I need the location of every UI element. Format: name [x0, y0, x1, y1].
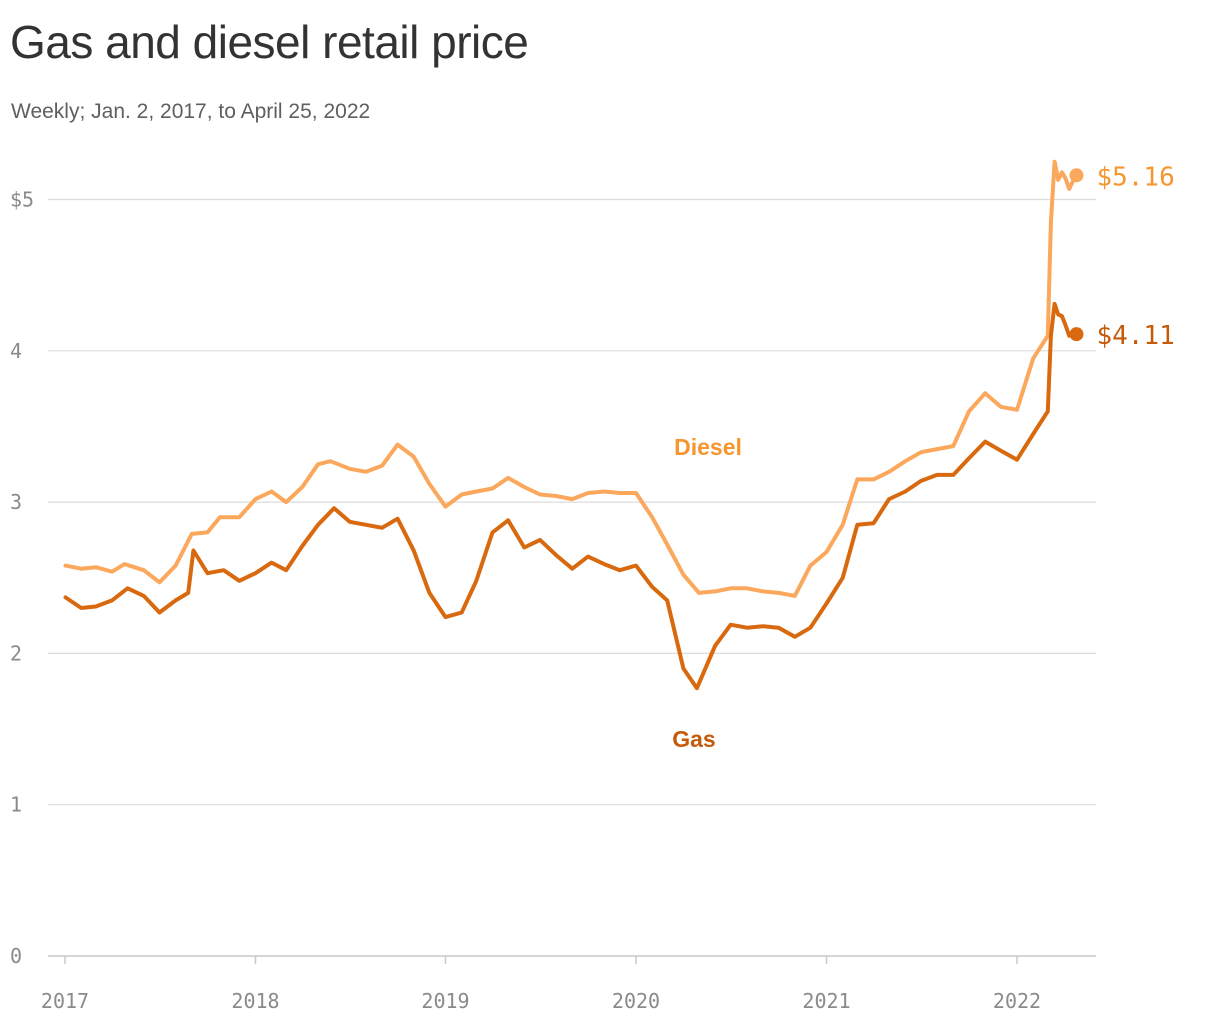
y-tick-label: $5: [10, 188, 34, 212]
chart-title: Gas and diesel retail price: [10, 16, 529, 68]
chart-subtitle: Weekly; Jan. 2, 2017, to April 25, 2022: [11, 100, 371, 123]
end-value-label-diesel: $5.16: [1096, 162, 1174, 192]
y-tick-label: 4: [10, 339, 22, 363]
labels: $5.16 Diesel $4.11 Gas: [672, 162, 1174, 752]
end-point-diesel: [1069, 168, 1084, 183]
y-tick-label: 2: [10, 641, 22, 665]
x-tick-label: 2021: [802, 989, 850, 1013]
series-lines: [63, 159, 1084, 691]
x-tick-label: 2020: [612, 989, 660, 1013]
x-tick-label: 2022: [993, 989, 1041, 1013]
series-name-label-diesel: Diesel: [674, 434, 742, 460]
axes: 0 1 2 3 4 $5 2017 2018 2019 2020 2021 2022: [10, 188, 1096, 1013]
y-tick-label: 0: [10, 944, 22, 968]
end-point-gas: [1069, 327, 1084, 342]
gridlines: [48, 198, 1096, 806]
series-line-diesel: [63, 159, 1079, 598]
x-tick-label: 2017: [41, 989, 89, 1013]
x-tick-label: 2018: [231, 989, 279, 1013]
y-tick-label: 3: [10, 490, 22, 514]
end-value-label-gas: $4.11: [1096, 321, 1174, 351]
series-line-gas: [63, 301, 1079, 691]
x-tick-label: 2019: [421, 989, 469, 1013]
series-name-label-gas: Gas: [672, 726, 715, 752]
y-tick-label: 1: [10, 793, 22, 817]
